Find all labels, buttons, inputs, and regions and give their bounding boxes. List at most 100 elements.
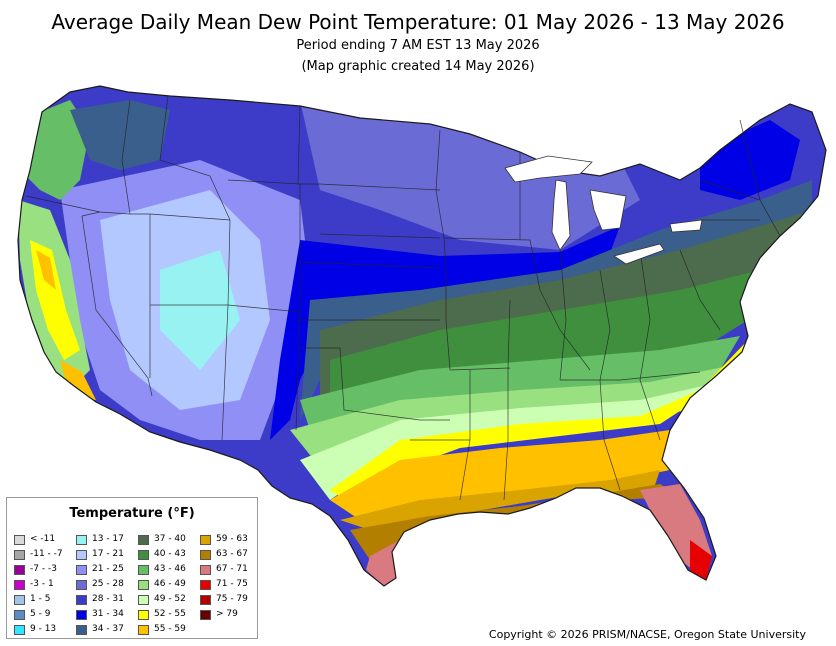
legend-swatch <box>76 624 87 635</box>
legend-label: 67 - 71 <box>216 564 248 574</box>
legend-label: 63 - 67 <box>216 549 248 559</box>
legend-label: 13 - 17 <box>92 534 124 544</box>
legend-swatch <box>14 549 25 560</box>
legend-swatch <box>200 579 211 590</box>
legend-label: 59 - 63 <box>216 534 248 544</box>
legend-swatch <box>138 594 149 605</box>
legend-label: 71 - 75 <box>216 579 248 589</box>
legend-item: 67 - 71 <box>200 562 262 577</box>
field-67-71-texas <box>366 540 400 586</box>
legend-label: 55 - 59 <box>154 624 186 634</box>
legend-item: 40 - 43 <box>138 547 200 562</box>
legend-label: -11 - -7 <box>30 549 63 559</box>
legend-item: 17 - 21 <box>76 547 138 562</box>
lake-huron <box>589 189 627 231</box>
great-lakes <box>504 155 703 265</box>
legend-swatch <box>200 534 211 545</box>
legend-swatch <box>138 609 149 620</box>
legend-swatch <box>76 534 87 545</box>
legend-item: 52 - 55 <box>138 607 200 622</box>
state-boundaries <box>25 95 781 501</box>
legend-item: -11 - -7 <box>14 547 76 562</box>
legend-label: 75 - 79 <box>216 594 248 604</box>
legend-swatch <box>138 564 149 575</box>
legend-label: 49 - 52 <box>154 594 186 604</box>
legend-swatch <box>14 624 25 635</box>
map-title: Average Daily Mean Dew Point Temperature… <box>51 10 785 34</box>
legend-item: 55 - 59 <box>138 622 200 637</box>
legend-swatch <box>14 594 25 605</box>
legend-swatch <box>200 564 211 575</box>
legend-label: 40 - 43 <box>154 549 186 559</box>
legend-item: 9 - 13 <box>14 622 76 637</box>
legend-item: 71 - 75 <box>200 577 262 592</box>
legend-swatch <box>138 534 149 545</box>
field-46-49 <box>290 366 728 480</box>
legend-item: 75 - 79 <box>200 592 262 607</box>
legend-title: Temperature (°F) <box>69 506 195 521</box>
legend-label: 52 - 55 <box>154 609 186 619</box>
legend-item: 28 - 31 <box>76 592 138 607</box>
legend-label: -3 - 1 <box>30 579 54 589</box>
legend-label: 28 - 31 <box>92 594 124 604</box>
legend-swatch <box>14 534 25 545</box>
legend-swatch <box>76 609 87 620</box>
legend-swatch <box>138 549 149 560</box>
legend-label: 5 - 9 <box>30 609 51 619</box>
field-13-17-basin <box>160 250 240 370</box>
legend-label: 25 - 28 <box>92 579 124 589</box>
legend-item: 34 - 37 <box>76 622 138 637</box>
legend-swatch <box>200 609 211 620</box>
legend-item: 5 - 9 <box>14 607 76 622</box>
legend-label: -7 - -3 <box>30 564 57 574</box>
legend-label: 43 - 46 <box>154 564 186 574</box>
legend-swatch <box>138 624 149 635</box>
field-55-59-california <box>36 250 56 290</box>
us-outline <box>17 85 827 587</box>
legend-swatch <box>200 594 211 605</box>
legend-label: 1 - 5 <box>30 594 51 604</box>
map-subtitle-period: Period ending 7 AM EST 13 May 2026 <box>296 38 540 53</box>
legend-item: 43 - 46 <box>138 562 200 577</box>
legend-item: 21 - 25 <box>76 562 138 577</box>
legend-label: < -11 <box>30 534 56 544</box>
field-55-59-socal <box>60 360 96 400</box>
map-subtitle-created: (Map graphic created 14 May 2026) <box>301 59 535 74</box>
legend-label: 9 - 13 <box>30 624 57 634</box>
legend-item: 1 - 5 <box>14 592 76 607</box>
legend-swatch <box>76 564 87 575</box>
legend-item: 59 - 63 <box>200 532 262 547</box>
field-34-37-rockies <box>70 100 170 170</box>
legend-item: 31 - 34 <box>76 607 138 622</box>
legend-grid: < -11 -11 - -7 -7 - -3 -3 - 1 1 - 5 5 - 9 9 - … <box>14 532 262 637</box>
legend-item: 37 - 40 <box>138 532 200 547</box>
legend-label: 17 - 21 <box>92 549 124 559</box>
legend-swatch <box>76 579 87 590</box>
legend-item: 46 - 49 <box>138 577 200 592</box>
field-52-55 <box>330 340 748 510</box>
legend-item: 13 - 17 <box>76 532 138 547</box>
legend-label: 46 - 49 <box>154 579 186 589</box>
legend-label: 21 - 25 <box>92 564 124 574</box>
copyright-text: Copyright © 2026 PRISM/NACSE, Oregon Sta… <box>488 628 806 641</box>
legend-label: 37 - 40 <box>154 534 186 544</box>
legend-item: -7 - -3 <box>14 562 76 577</box>
legend-item: < -11 <box>14 532 76 547</box>
lake-ontario <box>669 219 703 233</box>
lake-superior <box>504 155 593 183</box>
legend-item: 49 - 52 <box>138 592 200 607</box>
legend-swatch <box>138 579 149 590</box>
legend-swatch <box>14 564 25 575</box>
field-71-75-florida <box>690 540 712 580</box>
legend-swatch <box>14 579 25 590</box>
legend-item: 63 - 67 <box>200 547 262 562</box>
legend-label: > 79 <box>216 609 238 619</box>
lake-erie <box>613 243 665 265</box>
lake-michigan <box>551 179 571 251</box>
legend-swatch <box>14 609 25 620</box>
legend-item: 25 - 28 <box>76 577 138 592</box>
legend-swatch <box>76 549 87 560</box>
legend-item: -3 - 1 <box>14 577 76 592</box>
legend-swatch <box>76 594 87 605</box>
